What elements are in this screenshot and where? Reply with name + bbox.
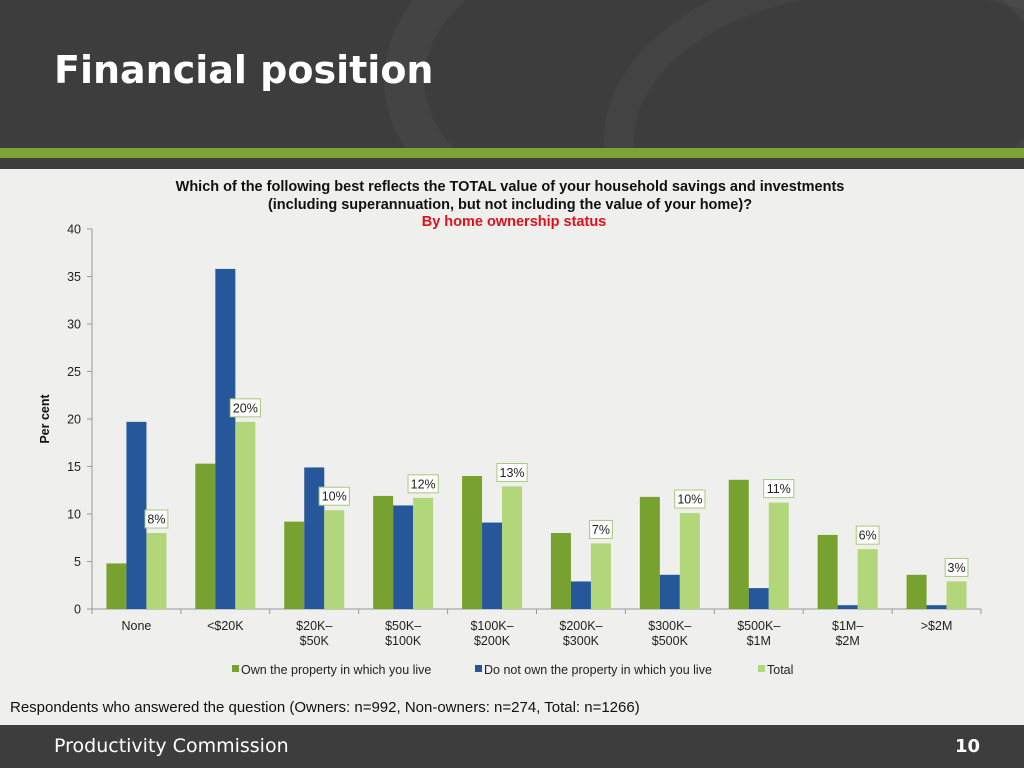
bar <box>639 496 660 609</box>
y-tick-label: 0 <box>74 603 81 617</box>
data-label: 20% <box>233 401 258 415</box>
slide-header: Financial position <box>0 0 1024 148</box>
data-label: 6% <box>859 529 877 543</box>
bar <box>728 479 749 609</box>
x-tick-label: <$20K <box>207 619 244 633</box>
y-tick-label: 25 <box>67 365 81 379</box>
respondents-note: Respondents who answered the question (O… <box>10 699 640 716</box>
bar <box>906 574 927 609</box>
data-label-box <box>229 398 261 418</box>
chart-title: Which of the following best reflects the… <box>100 178 920 214</box>
data-label: 3% <box>948 561 966 575</box>
bar <box>126 421 147 609</box>
bar <box>837 605 858 609</box>
data-label-box <box>407 474 439 494</box>
bar <box>946 581 967 609</box>
bar <box>550 533 571 609</box>
bar <box>195 463 216 609</box>
bar <box>570 581 591 609</box>
bar <box>502 486 523 609</box>
bar <box>926 605 947 609</box>
bar <box>413 497 434 609</box>
x-tick-label: $100K– <box>470 619 513 633</box>
bar <box>748 588 769 609</box>
x-tick-label: $50K <box>300 634 330 648</box>
data-label: 10% <box>677 493 702 507</box>
slide-footer: Productivity Commission 10 <box>0 725 1024 768</box>
y-tick-label: 15 <box>67 460 81 474</box>
bar <box>284 521 305 609</box>
x-tick-label: $1M– <box>832 619 863 633</box>
bar <box>235 421 256 609</box>
legend-swatch <box>758 665 765 672</box>
x-tick-label: $500K <box>652 634 689 648</box>
x-tick-label: $50K– <box>385 619 421 633</box>
bar <box>857 549 878 609</box>
x-tick-label: $300K <box>563 634 600 648</box>
bar <box>659 574 680 609</box>
data-label-box <box>763 479 795 499</box>
y-axis-label: Per cent <box>38 394 52 444</box>
legend-label: Total <box>767 663 793 677</box>
x-tick-label: $300K– <box>648 619 691 633</box>
slide-title: Financial position <box>54 48 434 92</box>
data-label: 11% <box>767 482 791 496</box>
x-tick-label: $200K– <box>559 619 602 633</box>
chart-subtitle: By home ownership status <box>421 214 607 230</box>
y-tick-label: 35 <box>67 270 81 284</box>
x-tick-label: $200K <box>474 634 511 648</box>
data-label-box <box>589 519 613 539</box>
y-tick-label: 40 <box>67 223 81 237</box>
footer-organization: Productivity Commission <box>54 735 289 757</box>
data-label: 10% <box>322 490 347 504</box>
bar <box>768 502 789 609</box>
bar <box>106 563 127 609</box>
x-tick-label: >$2M <box>921 619 953 633</box>
data-label: 7% <box>592 523 610 537</box>
data-label-box <box>855 525 880 545</box>
x-tick-label: $20K– <box>296 619 332 633</box>
y-tick-label: 20 <box>67 413 81 427</box>
data-label-box <box>318 486 350 506</box>
bar <box>462 476 483 609</box>
legend-swatch <box>232 665 239 672</box>
data-label-box <box>496 462 528 482</box>
y-tick-label: 30 <box>67 318 81 332</box>
bar <box>590 543 611 609</box>
data-label: 13% <box>500 466 525 480</box>
header-green-band <box>0 148 1024 158</box>
legend-label: Do not own the property in which you liv… <box>484 663 712 677</box>
bar <box>324 510 345 609</box>
chart-title-line-1: Which of the following best reflects the… <box>175 179 845 195</box>
y-tick-label: 5 <box>74 555 81 569</box>
legend-label: Own the property in which you live <box>241 663 431 677</box>
bar <box>817 534 838 609</box>
y-tick-label: 10 <box>67 508 81 522</box>
bar <box>482 522 503 609</box>
header-dark-band <box>0 158 1024 169</box>
data-label-box <box>674 489 706 509</box>
bar <box>679 513 700 609</box>
chart-title-line-2: (including superannuation, but not inclu… <box>267 197 753 213</box>
data-label: 12% <box>411 477 436 491</box>
x-tick-label: $1M <box>747 634 771 648</box>
data-label-box <box>144 509 169 529</box>
data-label: 8% <box>147 513 165 527</box>
bar <box>393 505 414 609</box>
page-number: 10 <box>954 736 980 757</box>
bar <box>215 268 236 609</box>
legend-swatch <box>475 665 482 672</box>
x-tick-label: $100K <box>385 634 422 648</box>
x-tick-label: None <box>122 619 152 633</box>
data-label-box <box>944 557 969 577</box>
bar <box>373 495 394 609</box>
x-tick-label: $500K– <box>737 619 780 633</box>
x-tick-label: $2M <box>835 634 859 648</box>
bar <box>146 533 167 609</box>
